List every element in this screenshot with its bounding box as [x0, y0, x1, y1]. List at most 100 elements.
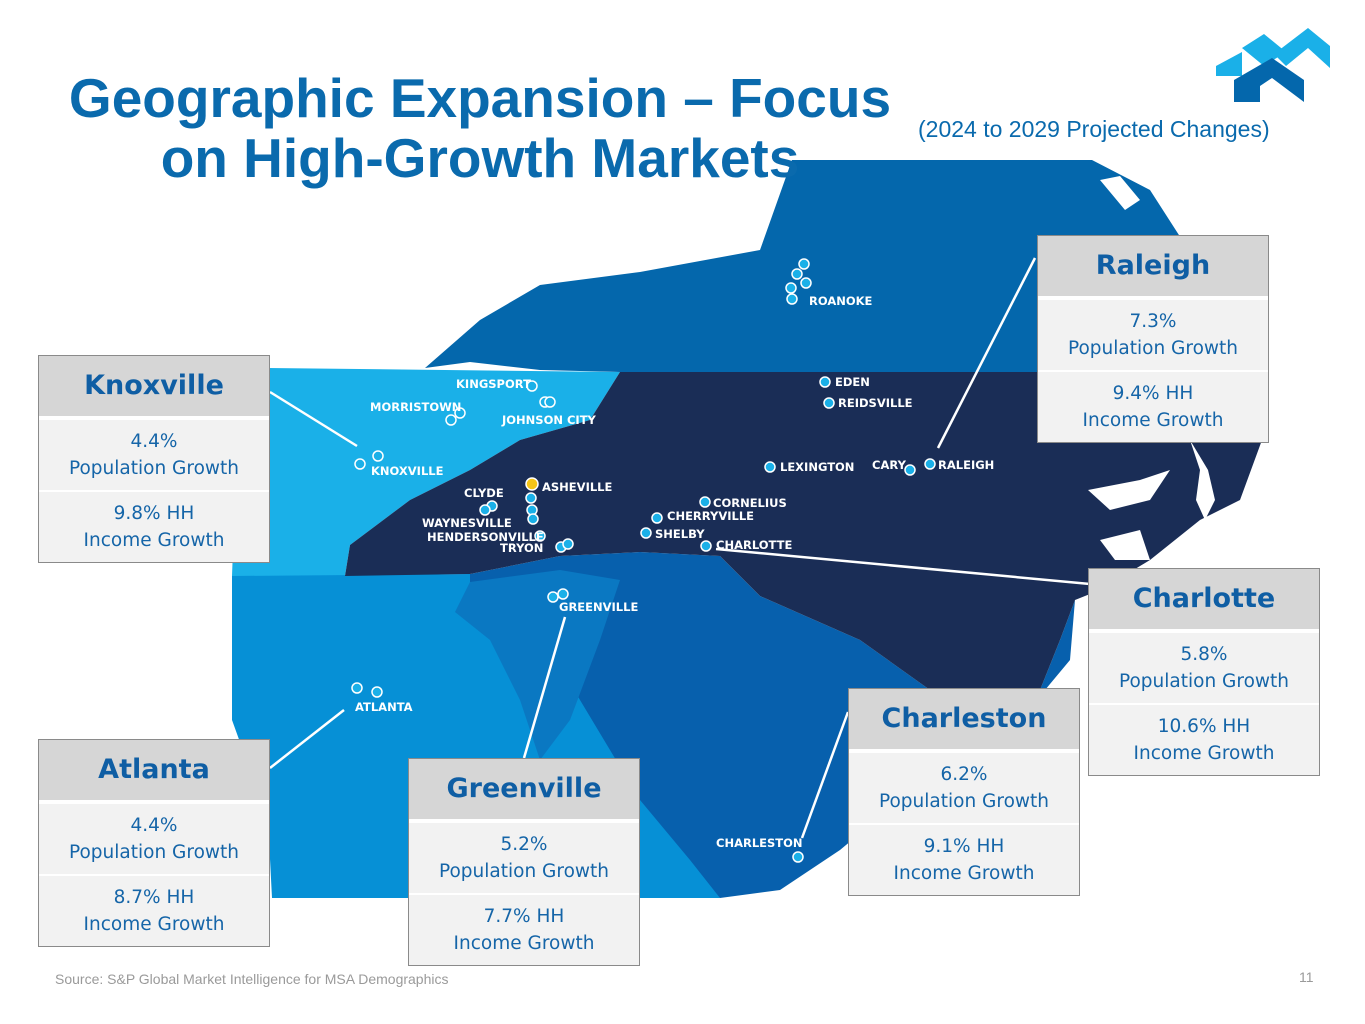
city-label-roanoke: ROANOKE [809, 294, 873, 308]
morristown-marker [454, 407, 466, 419]
population-growth-label: Population Growth [438, 861, 610, 882]
title-line-1: Geographic Expansion – Focus [68, 67, 892, 129]
city-label-lexington: LEXINGTON [780, 460, 854, 474]
population-growth-value: 5.8% [1180, 644, 1228, 665]
population-growth-value: 4.4% [130, 815, 178, 836]
charleston-marker [792, 851, 804, 863]
city-label-charleston: CHARLESTON [716, 836, 803, 850]
market-name: Knoxville [39, 356, 269, 420]
morristown-marker [445, 414, 457, 426]
income-growth-stat: 9.8% HH Income Growth [39, 490, 269, 562]
atlanta-marker [351, 682, 363, 694]
tennessee-region [232, 368, 620, 576]
city-label-waynesville: WAYNESVILLE [422, 516, 512, 530]
income-growth-value: 9.8% HH [113, 503, 195, 524]
city-label-knoxville: KNOXVILLE [371, 464, 444, 478]
greenville-region [455, 570, 620, 760]
population-growth-label: Population Growth [1067, 338, 1239, 359]
knoxville-marker [372, 450, 384, 462]
income-growth-label: Income Growth [83, 530, 225, 551]
greenville-leader-line [522, 616, 567, 759]
page-number: 11 [1299, 969, 1314, 985]
population-growth-stat: 4.4% Population Growth [39, 420, 269, 490]
income-growth-label: Income Growth [1133, 743, 1275, 764]
city-label-raleigh: RALEIGH [938, 458, 994, 472]
population-growth-value: 7.3% [1129, 311, 1177, 332]
headquarters-marker [525, 477, 539, 491]
city-label-hendersonville: HENDERSONVILLE [427, 530, 544, 544]
market-card-charleston: Charleston 6.2% Population Growth 9.1% H… [848, 688, 1080, 896]
market-name: Greenville [409, 759, 639, 823]
cary-marker [904, 464, 916, 476]
source-footnote: Source: S&P Global Market Intelligence f… [55, 971, 449, 987]
population-growth-stat: 7.3% Population Growth [1038, 300, 1268, 370]
population-growth-label: Population Growth [68, 458, 240, 479]
hendersonville-marker [534, 530, 546, 542]
raleigh-leader-line [936, 257, 1037, 449]
atlanta-leader-line [269, 709, 345, 769]
market-card-atlanta: Atlanta 4.4% Population Growth 8.7% HH I… [38, 739, 270, 947]
city-label-morristown: MORRISTOWN [370, 400, 461, 414]
knoxville-marker [354, 458, 366, 470]
south-carolina-region [470, 552, 1075, 898]
population-growth-stat: 4.4% Population Growth [39, 804, 269, 874]
market-card-greenville: Greenville 5.2% Population Growth 7.7% H… [408, 758, 640, 966]
population-growth-label: Population Growth [878, 791, 1050, 812]
raleigh-marker [924, 458, 936, 470]
charleston-leader-line [800, 711, 850, 839]
income-growth-label: Income Growth [453, 933, 595, 954]
cherryville-marker [651, 512, 663, 524]
city-label-asheville: ASHEVILLE [542, 480, 612, 494]
market-card-charlotte: Charlotte 5.8% Population Growth 10.6% H… [1088, 568, 1320, 776]
johnson-city-marker [544, 396, 556, 408]
company-logo [1216, 28, 1330, 102]
cornelius-marker [699, 496, 711, 508]
city-label-greenville: GREENVILLE [559, 600, 638, 614]
roanoke-marker [800, 277, 812, 289]
atlanta-marker [371, 686, 383, 698]
income-growth-value: 10.6% HH [1157, 716, 1251, 737]
market-name: Charlotte [1089, 569, 1319, 633]
roanoke-marker [785, 282, 797, 294]
income-growth-stat: 9.4% HH Income Growth [1038, 370, 1268, 442]
population-growth-label: Population Growth [1118, 671, 1290, 692]
eden-marker [819, 376, 831, 388]
population-growth-stat: 5.8% Population Growth [1089, 633, 1319, 703]
waynesville-marker [479, 504, 491, 516]
roanoke-marker [798, 258, 810, 270]
city-markers [351, 258, 936, 863]
income-growth-stat: 10.6% HH Income Growth [1089, 703, 1319, 775]
charlotte-marker [700, 540, 712, 552]
charlotte-leader-line [715, 547, 1091, 586]
greenville-marker [557, 588, 569, 600]
city-label-kingsport: KINGSPORT [456, 377, 531, 391]
population-growth-value: 6.2% [940, 764, 988, 785]
population-growth-value: 4.4% [130, 431, 178, 452]
city-label-charlotte: CHARLOTTE [716, 538, 792, 552]
greenville-marker [547, 591, 559, 603]
market-name: Raleigh [1038, 236, 1268, 300]
knoxville-leader-line [269, 390, 358, 448]
income-growth-value: 9.4% HH [1112, 383, 1194, 404]
city-label-cary: CARY [872, 458, 907, 472]
income-growth-label: Income Growth [83, 914, 225, 935]
income-growth-label: Income Growth [1082, 410, 1224, 431]
income-growth-label: Income Growth [893, 863, 1035, 884]
leader-lines [269, 257, 1091, 839]
income-growth-value: 9.1% HH [923, 836, 1005, 857]
reidsville-marker [823, 397, 835, 409]
market-card-knoxville: Knoxville 4.4% Population Growth 9.8% HH… [38, 355, 270, 563]
market-name: Charleston [849, 689, 1079, 753]
coastal-sound [1088, 176, 1215, 560]
title-line-2: on High-Growth Markets [160, 127, 800, 189]
page-subtitle: (2024 to 2029 Projected Changes) [918, 116, 1270, 142]
city-label-clyde: CLYDE [464, 486, 504, 500]
city-label-reidsville: REIDSVILLE [838, 396, 913, 410]
income-growth-stat: 8.7% HH Income Growth [39, 874, 269, 946]
roanoke-marker [791, 268, 803, 280]
population-growth-label: Population Growth [68, 842, 240, 863]
income-growth-stat: 7.7% HH Income Growth [409, 893, 639, 965]
lexington-marker [764, 461, 776, 473]
page-title: Geographic Expansion – Focus on High-Gro… [40, 68, 920, 188]
city-label-johnson-city: JOHNSON CITY [501, 413, 597, 427]
